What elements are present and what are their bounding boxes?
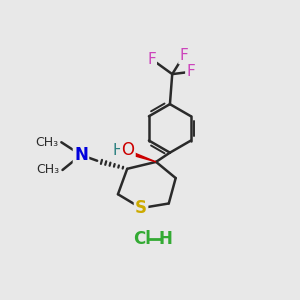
Text: F: F — [186, 64, 195, 79]
Text: S: S — [135, 199, 147, 217]
Text: N: N — [74, 146, 88, 164]
Text: F: F — [147, 52, 156, 67]
Polygon shape — [125, 150, 156, 162]
Text: CH₃: CH₃ — [37, 164, 60, 176]
Text: F: F — [179, 48, 188, 63]
Text: O: O — [122, 141, 134, 159]
Text: H: H — [158, 230, 172, 248]
Text: CH₃: CH₃ — [35, 136, 58, 149]
Text: Cl: Cl — [133, 230, 151, 248]
Text: H: H — [113, 143, 124, 158]
